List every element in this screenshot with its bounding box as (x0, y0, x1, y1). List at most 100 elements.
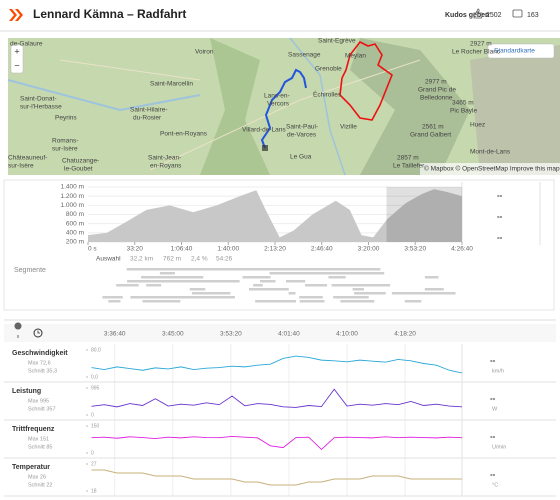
stream-name: Geschwindigkeit (12, 350, 68, 357)
y-tick-label: 1.000 m (61, 202, 85, 209)
segment-bar (173, 296, 195, 299)
comment-count[interactable]: 163 (527, 12, 539, 19)
kudos-icon[interactable] (473, 8, 483, 19)
x-tick-label: 3:45:00 (162, 331, 184, 338)
segments-label: Segmente (14, 267, 46, 274)
map-label: Le Rocher Blanc (452, 49, 501, 56)
stream-avg: Schnitt 22 (28, 482, 52, 488)
selection-grade: 2,4 % (191, 256, 208, 263)
segments[interactable] (102, 268, 456, 303)
segment-bar (404, 300, 422, 303)
stream-max: Max 995 (28, 398, 49, 404)
stream-unit: °C (492, 482, 498, 488)
x-tick-label: 2:13:20 (264, 246, 286, 253)
activity-title: Lennard Kämna – Radfahrt (33, 7, 186, 21)
stream-unit: W (492, 406, 498, 412)
segment-bar (424, 276, 439, 279)
map-label: Huez (470, 122, 485, 129)
zoom-out[interactable]: − (14, 60, 19, 70)
map-label: Grand Galbert (410, 132, 451, 139)
y-tick-label: 0 (91, 450, 94, 456)
segment-bar (285, 280, 306, 283)
kudos-button[interactable]: Kudos geben (445, 12, 489, 19)
y-tick-label: 600 m (66, 220, 84, 227)
stream-name: Trittfrequenz (12, 426, 55, 433)
segment-bar (130, 296, 177, 299)
map-label: Grenoble (315, 66, 342, 73)
map-label: Châteauneuf- (8, 155, 47, 162)
time-toggle-hands (37, 330, 40, 334)
y-tick-label: 1.400 m (61, 184, 85, 191)
stream-current: -- (490, 470, 496, 479)
map-label: Chatuzange- (62, 158, 99, 165)
segment-bar (391, 292, 437, 295)
map-label: Lans-en- (264, 93, 290, 100)
y-tick-label: 200 m (66, 239, 84, 246)
x-tick-label: 3:36:40 (104, 331, 126, 338)
x-tick-label: 1:40:00 (217, 246, 239, 253)
y-tick-label: 400 m (66, 230, 84, 237)
x-tick-label: 3:20:00 (358, 246, 380, 253)
map-label: Romans- (52, 138, 78, 145)
map-label: sur-Isère (52, 146, 78, 153)
stream-avg: Schnitt 35,3 (28, 368, 57, 374)
stream-current: -- (490, 394, 496, 403)
map-label: Saint-Hilaire- (130, 107, 168, 114)
map-label: Échirolles (313, 90, 342, 99)
elevation-area (88, 189, 462, 242)
stream-max: Max 26 (28, 474, 46, 480)
segment-bar (253, 284, 263, 287)
readout: -- (497, 212, 503, 221)
segment-bar (333, 296, 369, 299)
segment-bar (251, 276, 267, 279)
map-label: Le Taillefer (393, 163, 425, 170)
comment-icon[interactable] (512, 9, 523, 18)
map-label: Pont-en-Royans (160, 131, 208, 138)
map-label: de-Varces (287, 132, 317, 139)
segment-bar (331, 284, 364, 287)
segment-bar (219, 280, 240, 283)
y-tick-label: 150 (91, 423, 100, 429)
y-tick-label: 27 (91, 461, 97, 467)
y-tick-label: 18 (91, 488, 97, 494)
map-label: de-Galaure (10, 41, 43, 48)
map-label: en-Royans (150, 163, 182, 170)
logo (9, 9, 23, 21)
segment-bar (340, 300, 375, 303)
kudos-count[interactable]: 2502 (486, 12, 502, 19)
segment-bar (159, 272, 175, 275)
map-label: Pic Bayle (450, 108, 477, 115)
segment-bar (210, 292, 231, 295)
time-toggle[interactable] (33, 328, 43, 338)
segment-bar (352, 288, 364, 291)
map-label: 2927 m (470, 41, 492, 48)
distance-toggle[interactable] (14, 322, 22, 338)
segment-bar (299, 300, 325, 303)
stream-current: -- (490, 356, 496, 365)
map-attribution[interactable]: © Mapbox © OpenStreetMap Improve this ma… (424, 165, 560, 173)
map-label: du-Rosier (133, 115, 162, 122)
map-label: Peyrins (55, 115, 77, 122)
segment-bar (255, 300, 297, 303)
map[interactable] (7, 37, 560, 176)
map-style-button[interactable]: Standardkarte (494, 48, 535, 55)
zoom-in[interactable]: + (14, 46, 19, 56)
segment-bar (189, 288, 206, 291)
x-tick-label: 2:46:40 (311, 246, 333, 253)
segment-bar (157, 276, 204, 279)
stream-current: -- (490, 432, 496, 441)
map-label: 2857 m (397, 155, 419, 162)
stream-name: Temperatur (12, 464, 50, 471)
selection-time: 54:26 (216, 256, 233, 263)
segment-bar (141, 276, 165, 279)
selection-elevation: 762 m (163, 256, 181, 263)
x-tick-label: 0 s (88, 246, 97, 253)
stream-max: Max 151 (28, 436, 49, 442)
map-label: 2977 m (425, 79, 447, 86)
selection-range (386, 187, 462, 242)
map-label: Saint-Jean- (148, 155, 181, 162)
x-tick-label: 33:20 (127, 246, 144, 253)
stream-line (91, 435, 463, 451)
map-label: sur-Isère (8, 163, 34, 170)
